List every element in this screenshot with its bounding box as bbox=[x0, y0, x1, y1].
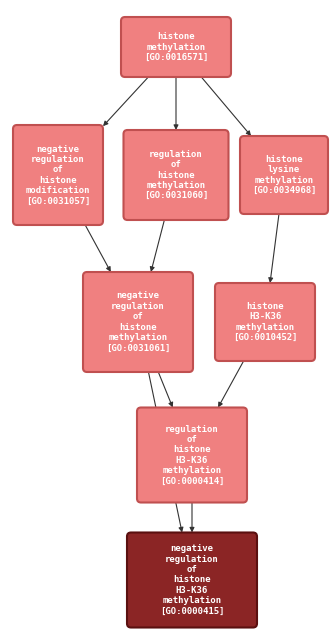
Text: histone
methylation
[GO:0016571]: histone methylation [GO:0016571] bbox=[144, 32, 208, 62]
FancyBboxPatch shape bbox=[13, 125, 103, 225]
Text: regulation
of
histone
methylation
[GO:0031060]: regulation of histone methylation [GO:00… bbox=[144, 150, 208, 200]
FancyBboxPatch shape bbox=[83, 272, 193, 372]
FancyBboxPatch shape bbox=[215, 283, 315, 361]
Text: regulation
of
histone
H3-K36
methylation
[GO:0000414]: regulation of histone H3-K36 methylation… bbox=[160, 425, 224, 486]
FancyBboxPatch shape bbox=[127, 533, 257, 628]
FancyBboxPatch shape bbox=[137, 408, 247, 503]
FancyBboxPatch shape bbox=[124, 130, 228, 220]
FancyBboxPatch shape bbox=[240, 136, 328, 214]
Text: histone
lysine
methylation
[GO:0034968]: histone lysine methylation [GO:0034968] bbox=[252, 155, 316, 195]
Text: negative
regulation
of
histone
H3-K36
methylation
[GO:0000415]: negative regulation of histone H3-K36 me… bbox=[160, 545, 224, 616]
Text: negative
regulation
of
histone
methylation
[GO:0031061]: negative regulation of histone methylati… bbox=[106, 292, 170, 353]
Text: negative
regulation
of
histone
modification
[GO:0031057]: negative regulation of histone modificat… bbox=[26, 145, 90, 205]
FancyBboxPatch shape bbox=[121, 17, 231, 77]
Text: histone
H3-K36
methylation
[GO:0010452]: histone H3-K36 methylation [GO:0010452] bbox=[233, 302, 297, 342]
